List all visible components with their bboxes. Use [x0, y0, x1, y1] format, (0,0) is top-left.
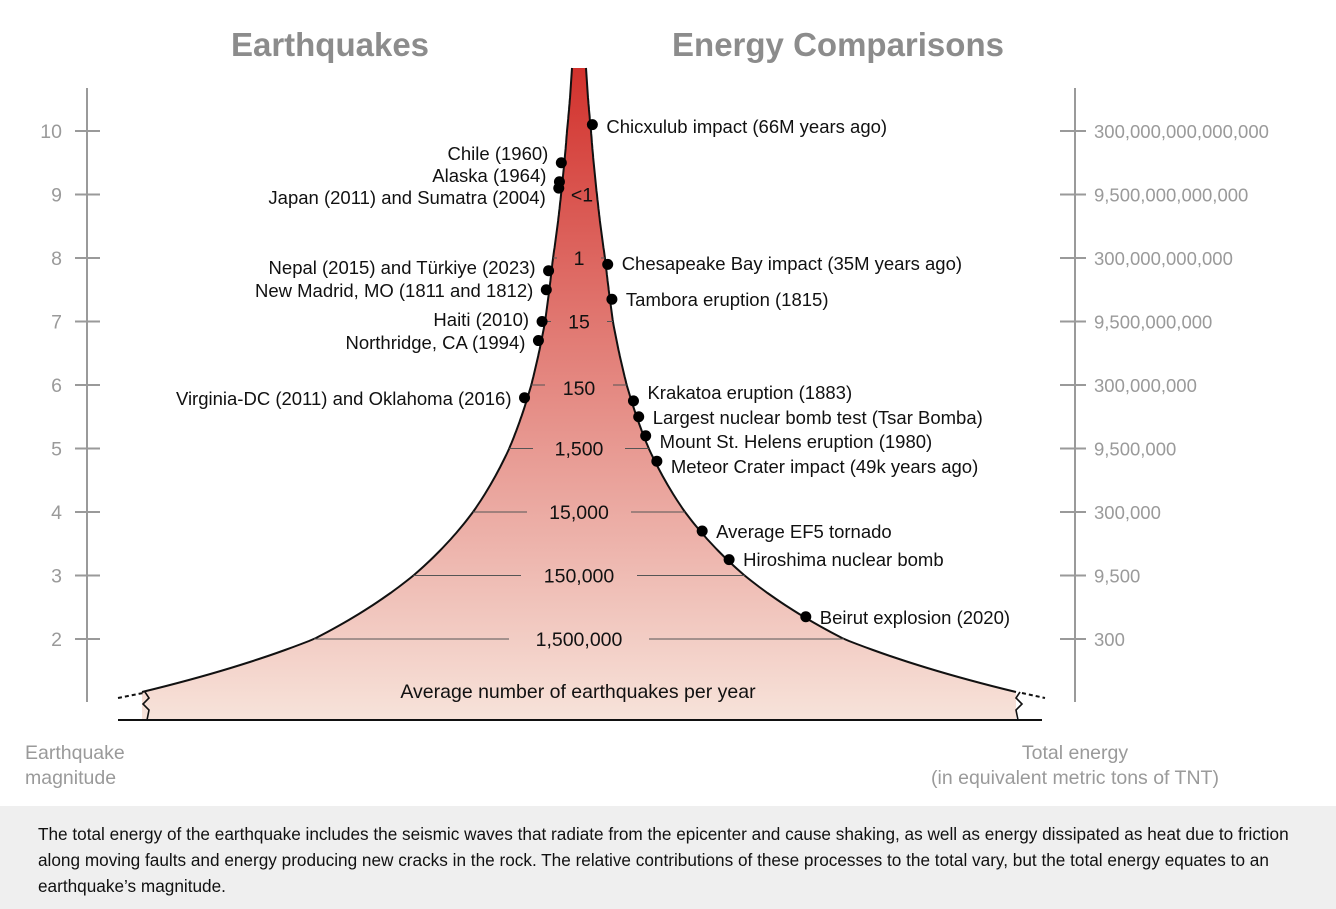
- earthquake-label: Japan (2011) and Sumatra (2004): [268, 187, 545, 208]
- dashed-continuation-right: [1021, 692, 1046, 699]
- energy-event-label: Chesapeake Bay impact (35M years ago): [622, 253, 962, 274]
- earthquakes-per-year-label: 15: [568, 312, 590, 334]
- earthquake-label: Nepal (2015) and Türkiye (2023): [269, 257, 536, 278]
- energy-tick-label: 300,000: [1094, 502, 1161, 523]
- earthquake-marker: [555, 157, 567, 169]
- energy-event-marker: [696, 525, 708, 537]
- magnitude-tick-label: 9: [51, 185, 62, 207]
- earthquakes-per-year-label: 150: [563, 378, 596, 400]
- energy-event-marker: [602, 258, 614, 270]
- energy-event-marker: [723, 554, 735, 566]
- energy-event-label: Chicxulub impact (66M years ago): [606, 116, 887, 137]
- energy-event-marker: [633, 411, 645, 423]
- energy-event-marker: [800, 611, 812, 623]
- shape-label: Average number of earthquakes per year: [400, 681, 756, 703]
- energy-event-label: Beirut explosion (2020): [820, 607, 1010, 628]
- magnitude-tick-label: 3: [51, 566, 62, 588]
- left-axis-label-line2: magnitude: [25, 767, 116, 789]
- magnitude-tick-label: 8: [51, 248, 62, 270]
- energy-event-marker: [606, 293, 618, 305]
- earthquake-frequency-shape: [142, 68, 1016, 720]
- right-axis-label-line2: (in equivalent metric tons of TNT): [931, 767, 1219, 789]
- earthquakes-per-year-label: 15,000: [549, 502, 609, 524]
- magnitude-tick-label: 7: [51, 312, 62, 334]
- earthquake-marker: [532, 335, 544, 347]
- magnitude-tick-label: 6: [51, 375, 62, 397]
- energy-event-marker: [586, 119, 598, 131]
- energy-event-marker: [627, 395, 639, 407]
- energy-tick-label: 300,000,000,000: [1094, 248, 1233, 269]
- earthquake-marker: [540, 284, 552, 296]
- magnitude-tick-label: 5: [51, 439, 62, 461]
- earthquake-energy-diagram: Earthquakes Energy Comparisons 10 300,000…: [25, 26, 1269, 789]
- energy-event-label: Largest nuclear bomb test (Tsar Bomba): [653, 407, 983, 428]
- title-earthquakes: Earthquakes: [231, 26, 429, 63]
- earthquake-label: Northridge, CA (1994): [345, 332, 525, 353]
- energy-event-label: Mount St. Helens eruption (1980): [660, 431, 933, 452]
- energy-event-label: Krakatoa eruption (1883): [647, 382, 852, 403]
- energy-event-marker: [640, 430, 652, 442]
- shape-left-edge: [141, 67, 573, 693]
- energy-event-marker: [651, 455, 663, 467]
- earthquakes-per-year-label: 1,500,000: [536, 629, 623, 651]
- earthquake-marker: [543, 265, 555, 277]
- energy-event-label: Hiroshima nuclear bomb: [743, 549, 944, 570]
- energy-tick-label: 9,500,000,000: [1094, 312, 1212, 333]
- energy-event-label: Tambora eruption (1815): [626, 289, 829, 310]
- energy-tick-label: 9,500,000,000,000: [1094, 185, 1248, 206]
- earthquake-marker: [553, 182, 565, 194]
- energy-tick-label: 300,000,000: [1094, 375, 1197, 396]
- magnitude-tick-label: 2: [51, 629, 62, 651]
- energy-tick-label: 300: [1094, 629, 1125, 650]
- caption: The total energy of the earthquake inclu…: [0, 806, 1336, 909]
- earthquake-marker: [519, 392, 531, 404]
- magnitude-tick-label: 10: [40, 121, 62, 143]
- earthquakes-per-year-label: 1,500: [555, 439, 604, 461]
- energy-tick-label: 9,500: [1094, 566, 1140, 587]
- title-energy-comparisons: Energy Comparisons: [672, 26, 1004, 63]
- earthquake-label: Haiti (2010): [433, 309, 529, 330]
- shape-right-edge: [585, 67, 1017, 693]
- dashed-continuation-left: [117, 692, 144, 699]
- right-axis-label-line1: Total energy: [1022, 742, 1128, 764]
- earthquake-label: New Madrid, MO (1811 and 1812): [255, 280, 533, 301]
- earthquakes-per-year-label: <1: [571, 185, 593, 207]
- earthquake-label: Chile (1960): [448, 143, 549, 164]
- earthquake-marker: [536, 316, 548, 327]
- left-axis-label-line1: Earthquake: [25, 742, 125, 764]
- break-mark-left: [141, 691, 151, 721]
- earthquake-label: Alaska (1964): [432, 165, 546, 186]
- energy-event-label: Meteor Crater impact (49k years ago): [671, 456, 978, 477]
- earthquakes-per-year-label: 150,000: [544, 566, 615, 588]
- break-mark-right: [1014, 691, 1024, 721]
- magnitude-tick-label: 4: [51, 502, 62, 524]
- earthquakes-per-year-label: 1: [574, 248, 585, 270]
- energy-tick-label: 300,000,000,000,000: [1094, 121, 1269, 142]
- energy-event-label: Average EF5 tornado: [716, 521, 892, 542]
- earthquake-label: Virginia-DC (2011) and Oklahoma (2016): [176, 388, 512, 409]
- energy-tick-label: 9,500,000: [1094, 439, 1176, 460]
